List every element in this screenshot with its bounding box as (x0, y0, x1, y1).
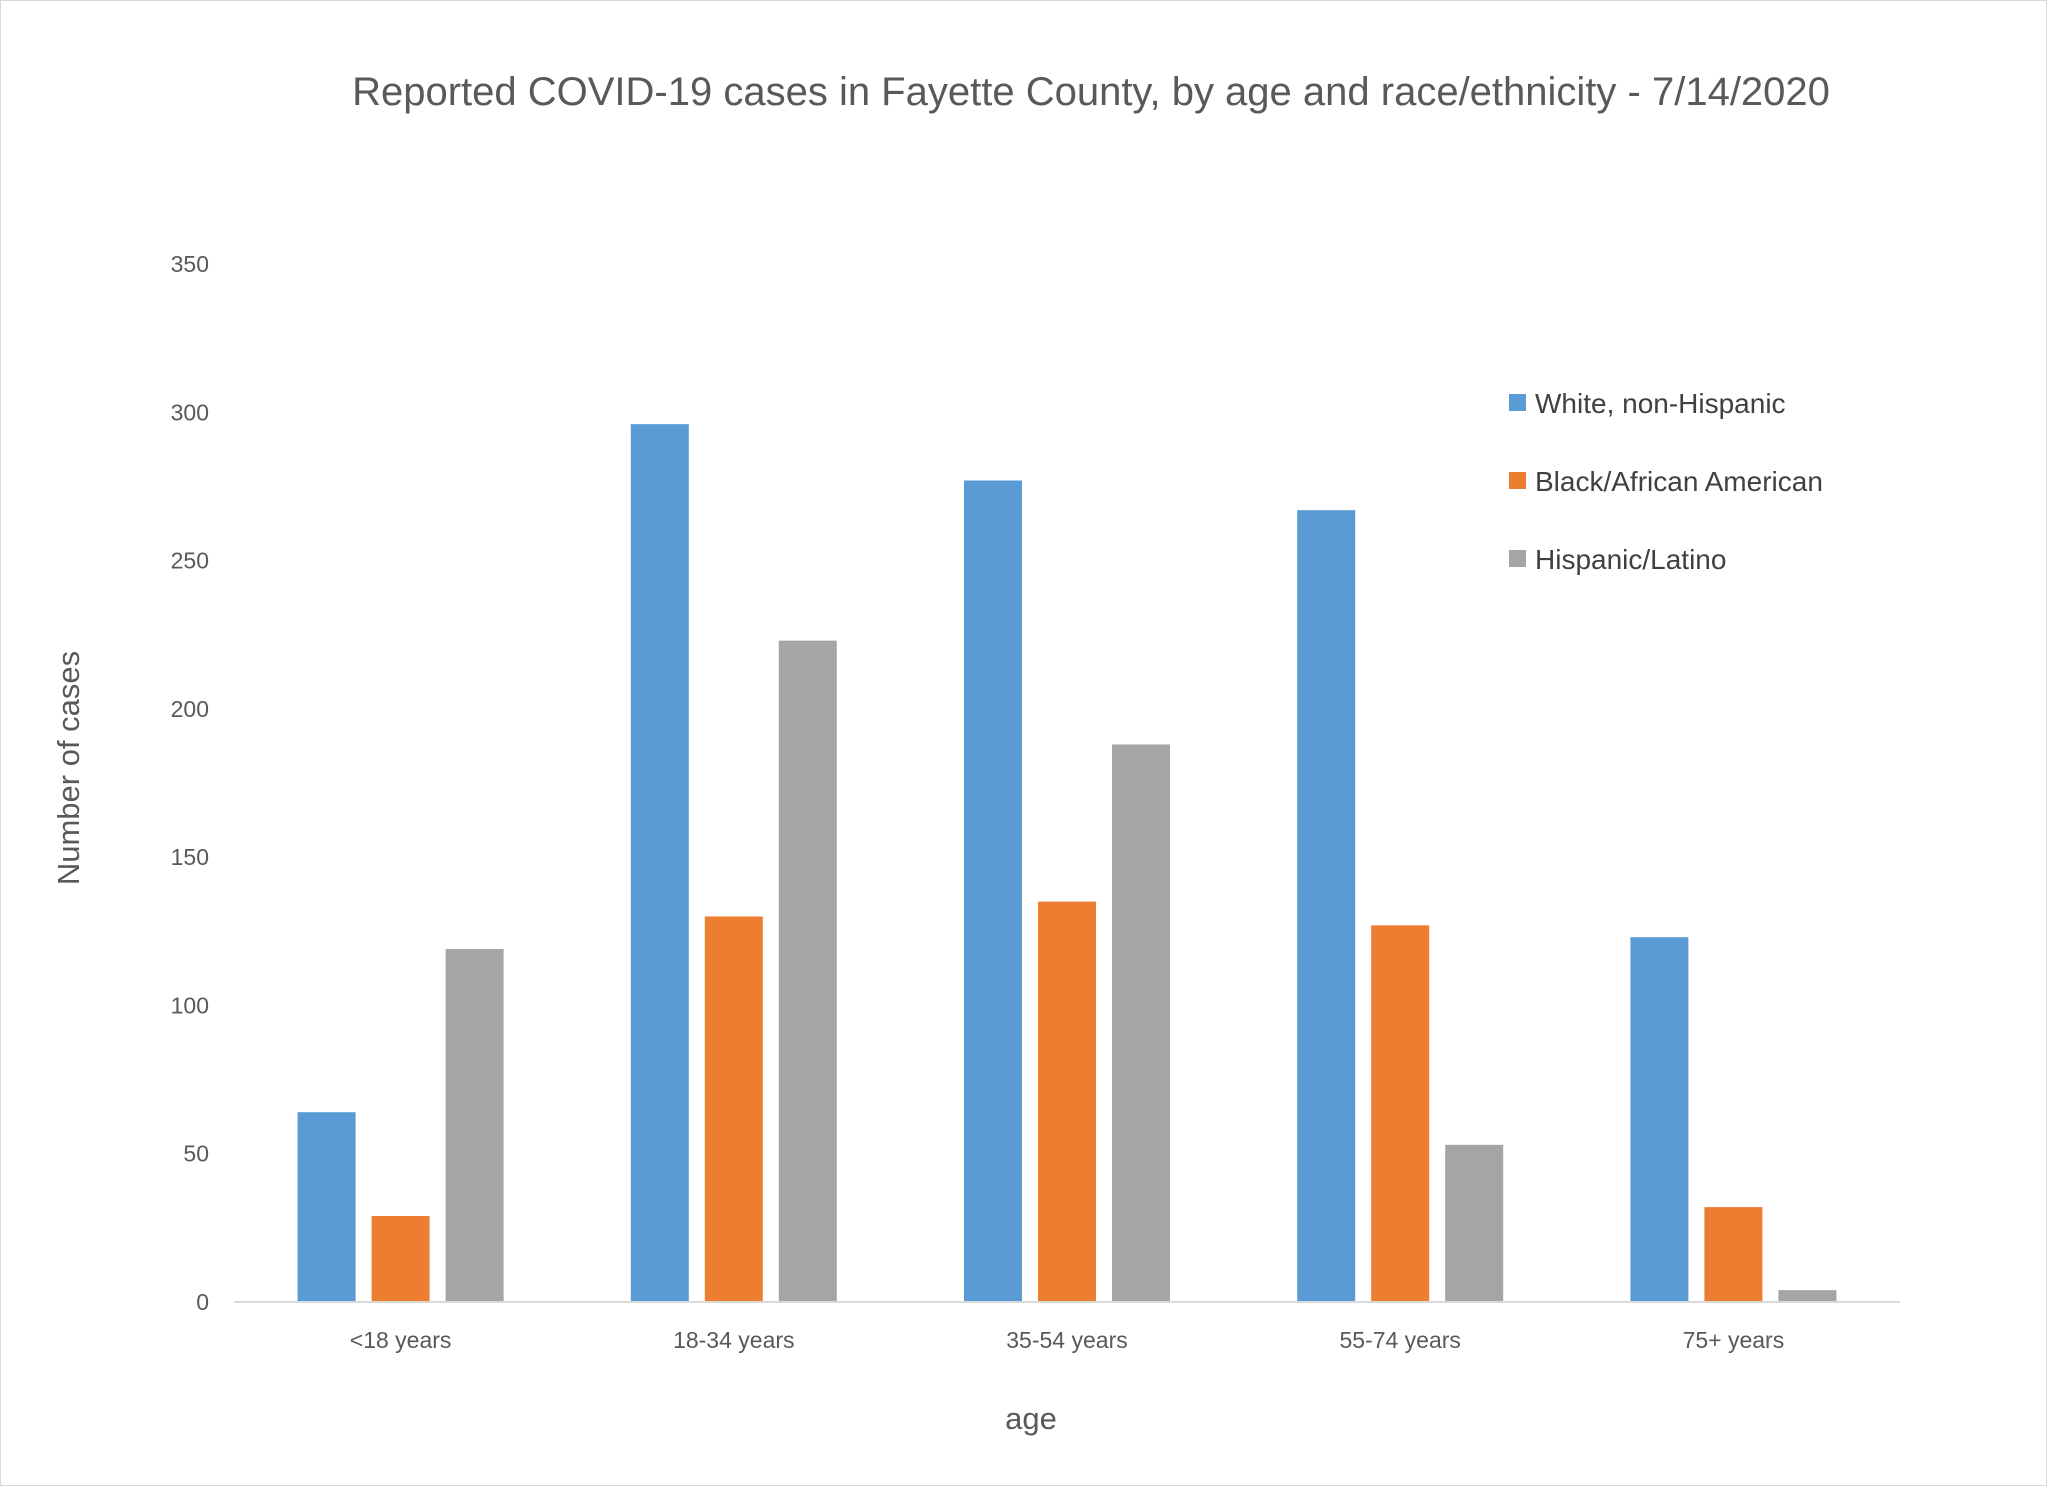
bar (1704, 1207, 1763, 1302)
y-axis-label: Number of cases (51, 651, 86, 885)
bar (1445, 1144, 1504, 1302)
y-tick-label: 350 (171, 251, 209, 277)
y-tick-label: 250 (171, 548, 209, 574)
bar (1038, 901, 1096, 1302)
bar (297, 1112, 356, 1302)
legend: White, non-Hispanic Black/African America… (1509, 388, 1823, 575)
y-tick-label: 300 (171, 399, 209, 425)
bar (630, 424, 689, 1302)
bar (964, 480, 1022, 1302)
bar (1371, 925, 1430, 1302)
legend-swatch (1509, 550, 1526, 567)
legend-label: White, non-Hispanic (1535, 388, 1786, 419)
bar (1778, 1290, 1837, 1302)
bar (371, 1215, 430, 1302)
x-tick-label: 35-54 years (1006, 1327, 1127, 1353)
chart-title: Reported COVID-19 cases in Fayette Count… (352, 70, 1830, 114)
bar (1112, 744, 1170, 1302)
bar (778, 640, 837, 1302)
x-tick-label: 75+ years (1683, 1327, 1785, 1353)
x-tick-label: 55-74 years (1339, 1327, 1460, 1353)
bar (1297, 510, 1356, 1302)
y-tick-label: 50 (183, 1141, 209, 1167)
y-tick-label: 200 (171, 696, 209, 722)
y-tick-label: 150 (171, 844, 209, 870)
x-tick-label: 18-34 years (673, 1327, 794, 1353)
legend-swatch (1509, 394, 1526, 411)
y-tick-label: 0 (196, 1289, 209, 1315)
bar (1630, 937, 1689, 1302)
x-axis-ticks: <18 years 18-34 years 35-54 years 55-74 yea… (350, 1327, 1784, 1353)
y-tick-label: 100 (171, 992, 209, 1018)
bar (704, 916, 763, 1302)
y-axis-ticks: 0 50 100 150 200 250 300 350 (171, 251, 209, 1315)
x-tick-label: <18 years (350, 1327, 452, 1353)
legend-label: Black/African American (1535, 466, 1823, 497)
x-axis-label: age (1005, 1401, 1057, 1436)
legend-label: Hispanic/Latino (1535, 544, 1726, 575)
bar (445, 949, 504, 1302)
bars (297, 424, 1837, 1302)
legend-swatch (1509, 472, 1526, 489)
